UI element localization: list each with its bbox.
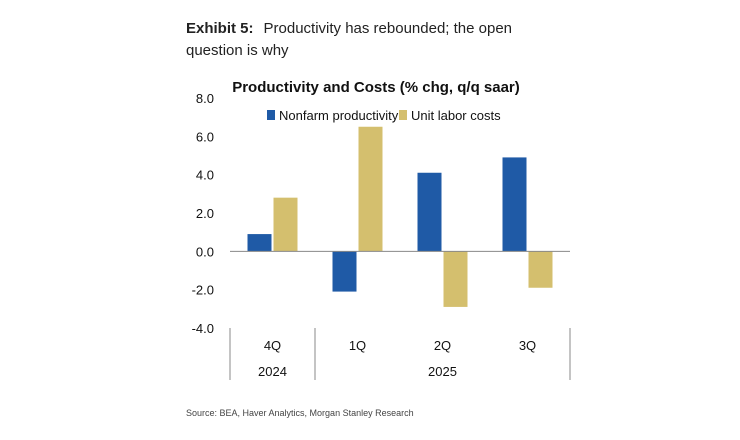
- x-group-label: 2024: [258, 364, 287, 379]
- legend-swatch-nonfarm-productivity: [267, 110, 275, 120]
- chart-title: Productivity and Costs (% chg, q/q saar): [232, 79, 520, 96]
- x-tick-label: 1Q: [349, 338, 366, 353]
- bar-unit-labor-costs-2q: [443, 251, 468, 307]
- bar-series: [247, 126, 553, 307]
- x-tick-label: 2Q: [434, 338, 451, 353]
- bar-nonfarm-productivity-4q: [247, 234, 272, 252]
- y-tick-label: 8.0: [196, 91, 214, 106]
- legend-label-unit-labor-costs: Unit labor costs: [411, 108, 501, 123]
- exhibit-header: Exhibit 5: Productivity has rebounded; th…: [186, 18, 566, 62]
- chart-legend: Nonfarm productivity Unit labor costs: [267, 108, 501, 123]
- bar-unit-labor-costs-3q: [528, 251, 553, 288]
- y-tick-label: -4.0: [192, 321, 214, 336]
- x-tick-label: 3Q: [519, 338, 536, 353]
- legend-label-nonfarm-productivity: Nonfarm productivity: [279, 108, 399, 123]
- bar-nonfarm-productivity-3q: [502, 157, 527, 252]
- y-tick-label: 2.0: [196, 206, 214, 221]
- legend-swatch-unit-labor-costs: [399, 110, 407, 120]
- y-tick-label: 0.0: [196, 244, 214, 259]
- y-tick-label: 4.0: [196, 168, 214, 183]
- bar-unit-labor-costs-4q: [273, 197, 298, 252]
- x-group-label: 2025: [428, 364, 457, 379]
- source-note: Source: BEA, Haver Analytics, Morgan Sta…: [186, 408, 414, 418]
- exhibit-title: Productivity has rebounded; the open que…: [186, 20, 513, 59]
- bar-unit-labor-costs-1q: [358, 126, 383, 252]
- bar-nonfarm-productivity-2q: [417, 172, 442, 252]
- exhibit-label: Exhibit 5:: [186, 20, 254, 37]
- x-axis: 4Q 1Q 2Q 3Q 2024 2025: [229, 250, 571, 380]
- y-axis-tick-labels: 8.0 6.0 4.0 2.0 0.0 -2.0 -4.0: [192, 91, 214, 336]
- x-tick-label: 4Q: [264, 338, 281, 353]
- y-tick-label: -2.0: [192, 283, 214, 298]
- y-tick-label: 6.0: [196, 129, 214, 144]
- bar-nonfarm-productivity-1q: [332, 251, 357, 292]
